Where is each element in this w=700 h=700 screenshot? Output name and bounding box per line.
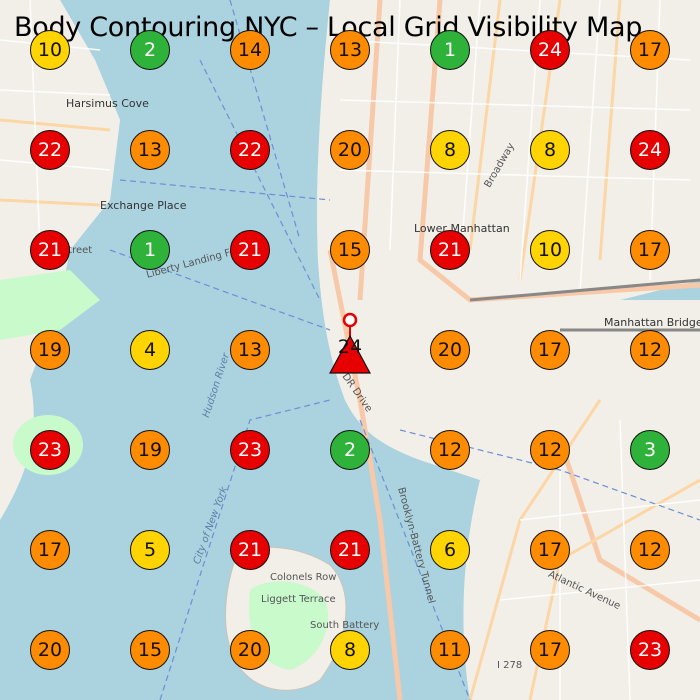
grid-marker[interactable]: 21 — [230, 230, 270, 270]
grid-marker[interactable]: 8 — [430, 130, 470, 170]
grid-marker[interactable]: 13 — [330, 30, 370, 70]
grid-marker[interactable]: 24 — [630, 130, 670, 170]
grid-marker[interactable]: 12 — [530, 430, 570, 470]
grid-marker[interactable]: 6 — [430, 530, 470, 570]
place-label: Liggett Terrace — [261, 594, 336, 605]
grid-marker[interactable]: 23 — [30, 430, 70, 470]
grid-marker[interactable]: 15 — [330, 230, 370, 270]
place-label: South Battery — [310, 620, 380, 631]
grid-marker[interactable]: 12 — [430, 430, 470, 470]
grid-marker[interactable]: 4 — [130, 330, 170, 370]
grid-marker[interactable]: 17 — [530, 330, 570, 370]
grid-marker[interactable]: 14 — [230, 30, 270, 70]
grid-marker[interactable]: 19 — [30, 330, 70, 370]
grid-marker[interactable]: 24 — [530, 30, 570, 70]
grid-marker[interactable]: 17 — [30, 530, 70, 570]
grid-marker[interactable]: 21 — [30, 230, 70, 270]
road-label: I 278 — [497, 660, 523, 671]
grid-marker[interactable]: 10 — [30, 30, 70, 70]
triangle-pin-icon[interactable] — [329, 312, 371, 374]
grid-marker[interactable]: 20 — [430, 330, 470, 370]
grid-marker[interactable]: 22 — [30, 130, 70, 170]
grid-marker[interactable]: 20 — [30, 630, 70, 670]
grid-marker[interactable]: 13 — [230, 330, 270, 370]
grid-marker[interactable]: 5 — [130, 530, 170, 570]
place-label: Manhattan Bridge — [604, 316, 700, 329]
center-rank: 24 — [337, 336, 363, 358]
grid-marker[interactable]: 17 — [630, 230, 670, 270]
grid-marker[interactable]: 19 — [130, 430, 170, 470]
grid-marker[interactable]: 1 — [430, 30, 470, 70]
grid-marker[interactable]: 23 — [630, 630, 670, 670]
grid-marker[interactable]: 12 — [630, 330, 670, 370]
grid-marker[interactable]: 8 — [330, 630, 370, 670]
grid-marker[interactable]: 11 — [430, 630, 470, 670]
grid-marker[interactable]: 1 — [130, 230, 170, 270]
grid-marker[interactable]: 3 — [630, 430, 670, 470]
grid-marker[interactable]: 20 — [230, 630, 270, 670]
grid-marker[interactable]: 23 — [230, 430, 270, 470]
grid-marker[interactable]: 2 — [330, 430, 370, 470]
grid-marker[interactable]: 2 — [130, 30, 170, 70]
place-label: Lower Manhattan — [414, 222, 510, 235]
grid-marker[interactable]: 10 — [530, 230, 570, 270]
place-label: Colonels Row — [270, 572, 337, 583]
grid-marker[interactable]: 8 — [530, 130, 570, 170]
grid-marker[interactable]: 17 — [530, 530, 570, 570]
place-label: Harsimus Cove — [66, 97, 149, 110]
grid-marker[interactable]: 21 — [330, 530, 370, 570]
grid-marker[interactable]: 21 — [230, 530, 270, 570]
grid-marker[interactable]: 22 — [230, 130, 270, 170]
grid-marker[interactable]: 17 — [630, 30, 670, 70]
grid-marker[interactable]: 17 — [530, 630, 570, 670]
grid-marker[interactable]: 21 — [430, 230, 470, 270]
grid-marker[interactable]: 13 — [130, 130, 170, 170]
place-label: Exchange Place — [100, 199, 187, 212]
grid-marker[interactable]: 12 — [630, 530, 670, 570]
grid-marker[interactable]: 15 — [130, 630, 170, 670]
grid-marker[interactable]: 20 — [330, 130, 370, 170]
